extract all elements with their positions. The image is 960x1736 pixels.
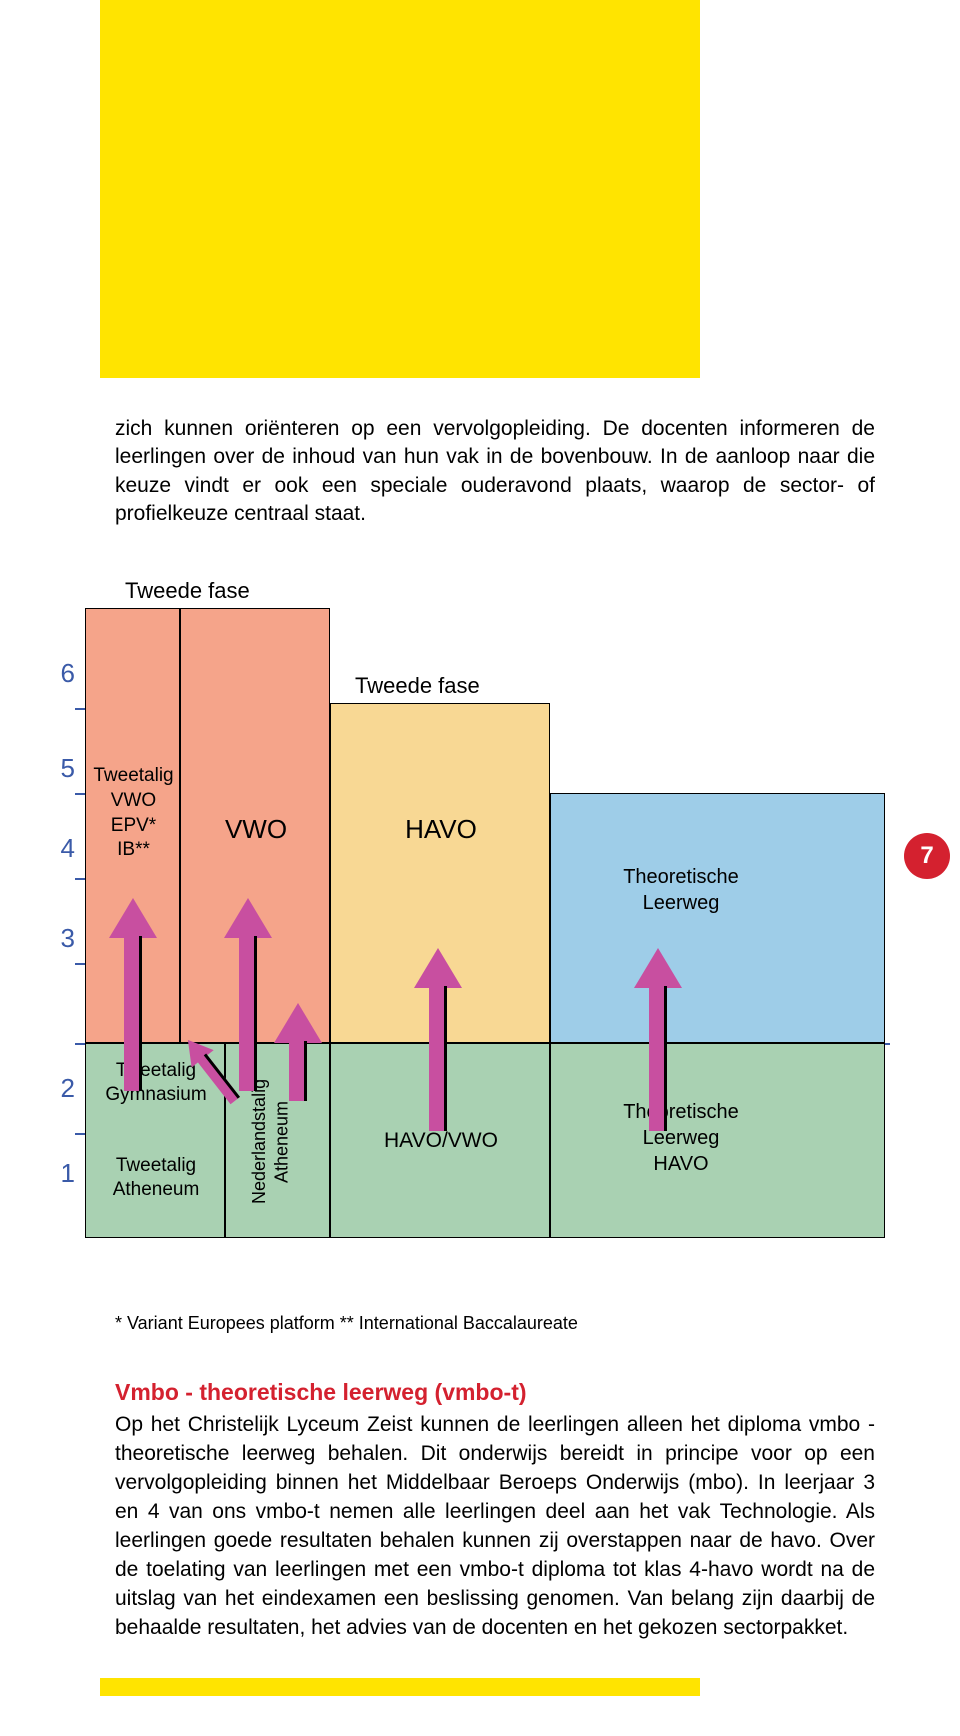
theo-u-l1: Theoretische: [623, 866, 739, 888]
tgym-l2: Gymnasium: [105, 1084, 206, 1105]
vwo-label: VWO: [181, 814, 331, 845]
section-body: Op het Christelijk Lyceum Zeist kunnen d…: [115, 1411, 875, 1643]
y-label-4: 4: [25, 833, 75, 864]
theo-lw-l3: HAVO: [653, 1153, 708, 1175]
y-label-3: 3: [25, 923, 75, 954]
tath-l1: Tweetalig: [116, 1155, 196, 1176]
tath-l2: Atheneum: [113, 1179, 200, 1200]
section-heading: Vmbo - theoretische leerweg (vmbo-t): [115, 1379, 875, 1406]
page-number: 7: [920, 842, 933, 870]
y-label-2: 2: [25, 1073, 75, 1104]
footnote: * Variant Europees platform ** Internati…: [115, 1313, 875, 1334]
y-label-1: 1: [25, 1158, 75, 1189]
theo-lw-l1: Theoretische: [623, 1101, 739, 1123]
tvwo-line2: VWO: [111, 790, 156, 811]
y-label-5: 5: [25, 753, 75, 784]
y-label-6: 6: [25, 658, 75, 689]
nlath-l1: Nederlandstalig: [249, 1079, 269, 1204]
col-tweetalig-lower: Tweetalig Gymnasium Tweetalig Atheneum: [85, 1043, 225, 1238]
tvwo-line4: IB**: [117, 839, 150, 860]
tvwo-line3: EPV*: [111, 815, 156, 836]
havo-label: HAVO: [331, 814, 551, 845]
phase-label-right: Tweede fase: [355, 673, 480, 699]
havovwo-label: HAVO/VWO: [331, 1129, 551, 1153]
intro-paragraph: zich kunnen oriënteren op een vervolgopl…: [115, 415, 875, 528]
col-theoretische-lower: Theoretische Leerweg HAVO: [550, 1043, 885, 1238]
theo-u-l2: Leerweg: [643, 892, 720, 914]
education-diagram: 6 5 4 3 2 1 Tweede fase Tweede fase Twee…: [0, 578, 960, 1298]
tvwo-line1: Tweetalig: [93, 765, 173, 786]
nlath-l2: Atheneum: [272, 1101, 292, 1183]
bottom-yellow-strip: [100, 1678, 700, 1696]
top-yellow-block: [100, 0, 700, 380]
col-theoretische-upper: Theoretische Leerweg: [550, 793, 885, 1043]
phase-label-left: Tweede fase: [125, 578, 250, 604]
page-number-badge: 7: [904, 833, 950, 879]
